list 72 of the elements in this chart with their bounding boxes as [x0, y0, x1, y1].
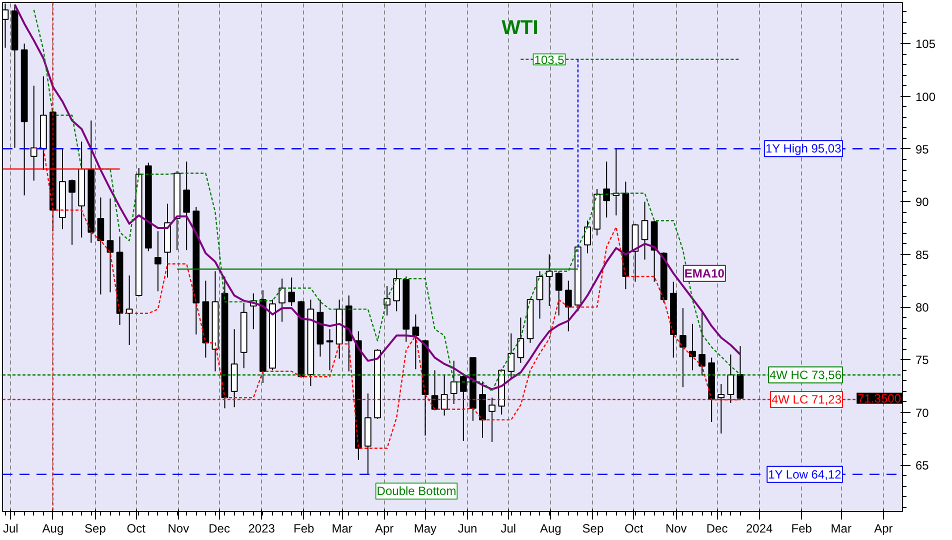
candlestick [440, 374, 448, 416]
candlestick [698, 310, 706, 376]
candlestick [68, 179, 76, 246]
candlestick [555, 270, 562, 316]
x-tick-label: Jun [458, 522, 478, 536]
x-tick-label: 2024 [746, 522, 773, 536]
y-tick-label: 105 [916, 37, 936, 52]
candlestick [508, 332, 515, 380]
candlestick [584, 220, 591, 254]
candlestick [718, 383, 725, 434]
candlestick [680, 308, 686, 388]
x-tick-label: Oct [624, 522, 644, 536]
candlestick [727, 354, 734, 404]
candlestick [641, 201, 648, 260]
annotation: Double Bottom [376, 484, 456, 498]
candlestick [603, 161, 610, 218]
y-tick-label: 100 [916, 90, 936, 104]
y-tick-label: 75 [916, 353, 930, 368]
x-tick-label: Aug [540, 522, 562, 536]
y-tick-label: 70 [916, 406, 930, 420]
x-tick-label: Apr [374, 522, 394, 536]
annotation: 103,5 [534, 52, 565, 67]
ref-line-label: 4W HC 73,56 [769, 368, 842, 382]
x-tick-label: Mar [332, 522, 352, 536]
ref-line-label: 4W LC 71,23 [771, 392, 842, 406]
candlestick [384, 285, 390, 316]
candlestick [106, 198, 114, 293]
ref-line-label: 1Y Low 64,12 [768, 467, 842, 482]
candlestick [326, 328, 334, 371]
x-tick-label: Mar [830, 522, 852, 536]
candlestick [393, 268, 400, 312]
x-tick-label: Jul [500, 522, 516, 536]
candlestick [546, 254, 553, 307]
candlestick [517, 317, 524, 364]
text: WTI [502, 16, 538, 39]
candlestick [450, 360, 458, 405]
x-tick-label: Feb [791, 522, 812, 536]
x-tick-label: Feb [294, 522, 315, 536]
y-tick-label: 95 [916, 142, 930, 156]
candlestick [536, 270, 544, 320]
x-tick-label: Apr [874, 522, 893, 536]
x-tick-label: Dec [706, 522, 728, 536]
y-tick-label: 65 [916, 458, 930, 473]
candlestick [183, 161, 190, 251]
candlestick [460, 372, 467, 442]
x-tick-label: Sep [582, 522, 604, 536]
annotation: 71.3500 [858, 392, 902, 406]
x-tick-label: Oct [126, 522, 146, 536]
y-tick-label: 85 [916, 248, 930, 262]
candlestick [488, 397, 496, 442]
series-label: EMA10 [684, 266, 725, 280]
x-tick-label: Sep [84, 522, 106, 536]
y-tick-label: 80 [916, 300, 930, 315]
x-tick-label: May [414, 522, 437, 536]
candlestick [278, 278, 286, 322]
candlestick [564, 280, 572, 332]
x-tick-label: 2023 [248, 522, 276, 536]
candlestick [30, 85, 38, 182]
x-tick-label: Dec [208, 522, 230, 536]
candlestick [154, 230, 162, 292]
x-tick-label: Nov [168, 522, 190, 536]
ref-line-label: 1Y High 95,03 [765, 142, 842, 156]
x-tick-label: Nov [665, 522, 687, 536]
candlestick [689, 323, 696, 371]
candlestick [288, 277, 296, 307]
x-tick-label: Jul [3, 522, 18, 536]
candlestick [97, 196, 104, 295]
x-tick-label: Aug [42, 522, 64, 536]
candlestick [736, 346, 744, 400]
candlestick [126, 274, 133, 346]
candlestick [412, 314, 420, 370]
y-tick-label: 90 [916, 195, 930, 210]
